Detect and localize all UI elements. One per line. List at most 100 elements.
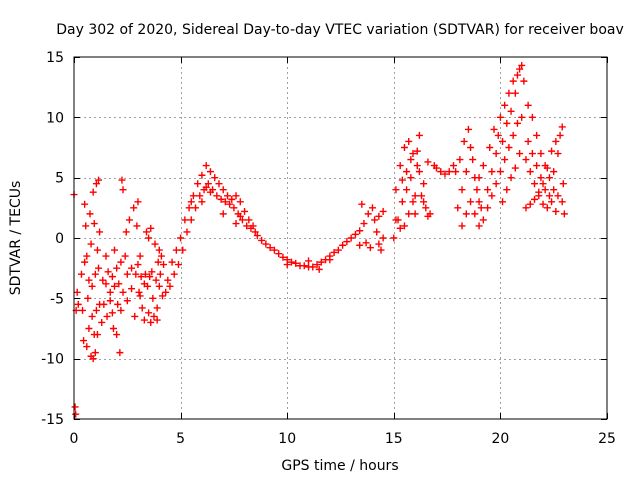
- data-point: [145, 234, 153, 242]
- data-point: [411, 210, 419, 218]
- x-tick-label: 15: [385, 431, 403, 447]
- data-point: [398, 176, 406, 184]
- data-point: [548, 198, 556, 206]
- data-point: [104, 268, 112, 276]
- data-point: [160, 261, 168, 269]
- data-point: [130, 204, 138, 212]
- data-point: [441, 170, 449, 178]
- data-point: [153, 304, 161, 312]
- data-point: [347, 234, 355, 242]
- data-point: [140, 316, 148, 324]
- data-point: [80, 337, 88, 345]
- data-point: [545, 192, 553, 200]
- data-point: [375, 240, 383, 248]
- data-point: [215, 180, 223, 188]
- data-point: [420, 198, 428, 206]
- data-point: [518, 113, 526, 121]
- data-point: [236, 212, 244, 220]
- y-tick-label: -15: [41, 412, 64, 428]
- data-point: [537, 174, 545, 182]
- data-point: [522, 156, 530, 164]
- data-point: [475, 198, 483, 206]
- data-point: [92, 306, 100, 314]
- data-point: [258, 236, 266, 244]
- data-point: [185, 204, 193, 212]
- data-point: [533, 162, 541, 170]
- data-point: [522, 204, 530, 212]
- data-point: [230, 204, 238, 212]
- data-point: [141, 270, 149, 278]
- data-point: [147, 224, 155, 232]
- data-point: [539, 180, 547, 188]
- data-point: [198, 171, 206, 179]
- data-point: [133, 222, 141, 230]
- data-point: [418, 192, 426, 200]
- data-point: [503, 119, 511, 127]
- data-point: [422, 204, 430, 212]
- data-point: [123, 270, 131, 278]
- data-point: [132, 270, 140, 278]
- series-2: [253, 200, 387, 273]
- x-tick-label: 20: [491, 431, 509, 447]
- data-point: [117, 258, 125, 266]
- data-point: [249, 222, 257, 230]
- data-point: [84, 294, 92, 302]
- data-point: [118, 176, 126, 184]
- data-point: [72, 410, 80, 418]
- data-point: [520, 77, 528, 85]
- data-point: [157, 252, 165, 260]
- data-point: [134, 198, 142, 206]
- data-point: [93, 246, 101, 254]
- data-point: [93, 331, 101, 339]
- data-point: [106, 297, 114, 305]
- data-point: [116, 349, 124, 357]
- data-point: [377, 246, 385, 254]
- data-point: [287, 258, 295, 266]
- data-point: [554, 192, 562, 200]
- data-point: [134, 261, 142, 269]
- data-point: [241, 207, 249, 215]
- data-point: [187, 198, 195, 206]
- data-point: [390, 234, 398, 242]
- data-point: [492, 180, 500, 188]
- data-point: [473, 186, 481, 194]
- data-point: [458, 186, 466, 194]
- data-point: [550, 168, 558, 176]
- data-point: [533, 131, 541, 139]
- data-point: [531, 180, 539, 188]
- data-point: [405, 210, 413, 218]
- data-point: [554, 150, 562, 158]
- data-point: [232, 192, 240, 200]
- data-point: [507, 107, 515, 115]
- data-point: [552, 207, 560, 215]
- data-point: [86, 210, 94, 218]
- data-point: [204, 180, 212, 188]
- data-point: [543, 164, 551, 172]
- y-tick-label: 5: [55, 171, 64, 187]
- data-point: [339, 241, 347, 249]
- data-point: [475, 174, 483, 182]
- data-point: [181, 216, 189, 224]
- data-point: [147, 318, 155, 326]
- data-point: [315, 265, 323, 273]
- data-point: [330, 248, 338, 256]
- data-point: [400, 222, 408, 230]
- data-point: [458, 222, 466, 230]
- data-point: [526, 168, 534, 176]
- series-0: [70, 176, 168, 418]
- data-point: [100, 300, 108, 308]
- data-point: [95, 176, 103, 184]
- data-point: [511, 89, 519, 97]
- data-point: [501, 156, 509, 164]
- data-point: [356, 227, 364, 235]
- data-point: [136, 292, 144, 300]
- data-point: [407, 156, 415, 164]
- data-point: [528, 150, 536, 158]
- data-point: [409, 198, 417, 206]
- data-point: [556, 131, 564, 139]
- data-point: [499, 198, 507, 206]
- data-point: [111, 282, 119, 290]
- data-point: [113, 264, 121, 272]
- data-point: [135, 288, 143, 296]
